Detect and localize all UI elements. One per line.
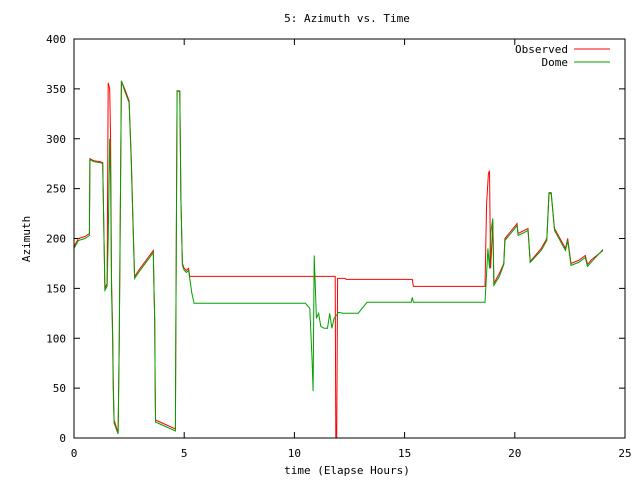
y-tick-label: 250	[46, 183, 66, 196]
y-tick-label: 100	[46, 332, 66, 345]
y-tick-label: 150	[46, 282, 66, 295]
axis-ticks: 0 50 100 150 200 250 300 350 400 0 5 10 15 20 25	[46, 33, 632, 460]
legend-label-dome: Dome	[542, 56, 569, 69]
x-tick-label: 10	[288, 447, 301, 460]
chart-title: 5: Azimuth vs. Time	[284, 12, 410, 25]
plot-frame	[73, 38, 626, 439]
y-tick-label: 300	[46, 133, 66, 146]
x-tick-label: 20	[508, 447, 521, 460]
x-tick-label: 5	[181, 447, 188, 460]
y-tick-label: 0	[59, 432, 66, 445]
y-axis-label: Azimuth	[20, 216, 33, 262]
x-tick-label: 25	[618, 447, 631, 460]
y-tick-label: 400	[46, 33, 66, 46]
series-lines	[73, 80, 604, 439]
x-axis-label: time (Elapse Hours)	[284, 464, 410, 477]
y-tick-label: 50	[53, 382, 66, 395]
x-tick-label: 0	[71, 447, 78, 460]
y-tick-label: 200	[46, 233, 66, 246]
legend-label-observed: Observed	[515, 43, 568, 56]
series-line-dome	[73, 80, 604, 435]
y-tick-label: 350	[46, 83, 66, 96]
x-tick-label: 15	[398, 447, 411, 460]
